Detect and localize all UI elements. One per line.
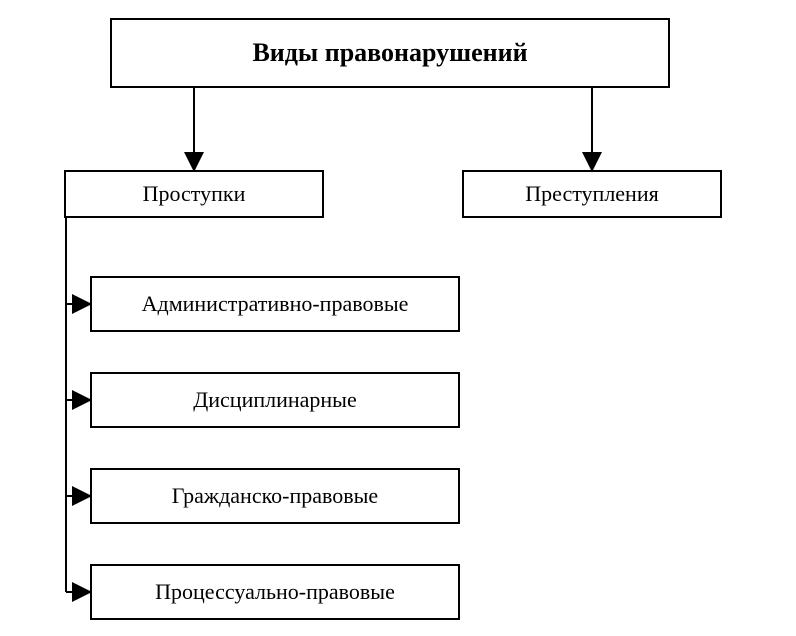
- sub-label: Гражданско-правовые: [172, 483, 378, 509]
- title-box: Виды правонарушений: [110, 18, 670, 88]
- sub-box-3: Процессуально-правовые: [90, 564, 460, 620]
- child-box-left: Проступки: [64, 170, 324, 218]
- sub-label: Процессуально-правовые: [155, 579, 395, 605]
- title-text: Виды правонарушений: [252, 38, 527, 68]
- sub-box-0: Административно-правовые: [90, 276, 460, 332]
- sub-box-2: Гражданско-правовые: [90, 468, 460, 524]
- sub-label: Дисциплинарные: [193, 387, 356, 413]
- diagram-canvas: Виды правонарушений Проступки Преступлен…: [0, 0, 796, 636]
- sub-box-1: Дисциплинарные: [90, 372, 460, 428]
- child-label-right: Преступления: [525, 181, 658, 207]
- child-box-right: Преступления: [462, 170, 722, 218]
- sub-label: Административно-правовые: [142, 291, 409, 317]
- child-label-left: Проступки: [143, 181, 246, 207]
